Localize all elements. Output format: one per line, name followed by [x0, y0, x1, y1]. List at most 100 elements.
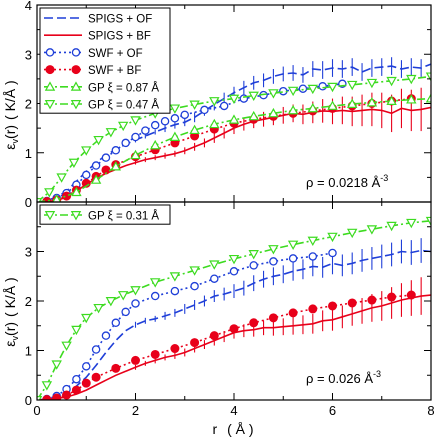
series-4 — [37, 216, 431, 400]
data-point — [425, 216, 431, 227]
data-point — [71, 325, 82, 336]
data-point — [346, 80, 358, 91]
data-point — [150, 349, 160, 359]
data-point — [160, 116, 170, 126]
data-point — [190, 338, 200, 348]
data-point — [130, 286, 141, 296]
data-point — [367, 295, 377, 305]
data-point — [90, 174, 102, 184]
data-point — [268, 89, 279, 99]
legend-marker — [71, 48, 81, 57]
data-point — [51, 360, 62, 370]
data-point — [93, 135, 104, 146]
x-axis-label: r( Å ) — [212, 421, 253, 437]
data-point — [210, 274, 219, 283]
data-point — [249, 261, 258, 270]
data-point — [170, 344, 180, 354]
data-point — [111, 318, 121, 328]
y-tick-label: 2 — [25, 97, 32, 112]
bottom-density-annotation: ρ = 0.026 Å-3 — [306, 369, 381, 386]
data-point — [308, 252, 318, 261]
data-point — [52, 194, 62, 202]
data-point — [189, 124, 200, 135]
data-point — [68, 158, 80, 169]
data-point — [287, 240, 299, 251]
data-point — [366, 97, 378, 107]
legend-label: SWF + BF — [88, 65, 141, 77]
legend-marker — [70, 81, 82, 91]
data-point — [141, 126, 150, 135]
data-point — [406, 218, 417, 229]
y-tick-label: 2 — [25, 294, 32, 309]
data-point — [406, 94, 417, 104]
data-point — [62, 191, 72, 201]
y-tick-label: 4 — [25, 0, 32, 13]
legend-label: SPIGS + BF — [88, 31, 151, 43]
svg-text:εv(r)( K/Å ): εv(r)( K/Å ) — [2, 277, 20, 346]
legend-item: SPIGS + BF — [44, 31, 151, 43]
data-point — [308, 304, 318, 314]
data-point — [91, 161, 101, 170]
data-point — [346, 98, 358, 108]
x-tick-label: 6 — [329, 403, 336, 418]
legend-label: SPIGS + OF — [88, 14, 152, 26]
data-point — [41, 381, 53, 391]
legend-item: GP ξ = 0.87 Å — [44, 81, 159, 94]
data-point — [406, 290, 416, 300]
legend-marker — [70, 211, 82, 221]
data-point — [37, 198, 43, 202]
data-point — [111, 146, 121, 155]
svg-text:r( Å ): r( Å ) — [212, 421, 253, 437]
data-point — [117, 291, 129, 301]
data-point — [170, 114, 180, 123]
legend-marker — [45, 48, 55, 57]
bottom-panel: 0 1 2 3 GP ξ = 0.31 Å — [25, 201, 432, 408]
data-point — [93, 303, 104, 314]
series-3 — [42, 290, 416, 400]
top-panel: 0 1 2 3 4 SPIGS + OF SPIGS + BF SWF + OF SWF + B… — [25, 0, 432, 210]
data-point — [248, 250, 259, 260]
data-point — [269, 257, 278, 266]
top-density-annotation: ρ = 0.0218 Å-3 — [306, 173, 388, 190]
data-point — [268, 313, 278, 323]
data-point — [149, 139, 161, 150]
data-point — [81, 313, 92, 324]
data-point — [268, 245, 279, 255]
bottom-y-axis-label: εv(r)( K/Å ) — [2, 277, 20, 346]
y-tick-label: 3 — [25, 47, 32, 62]
data-point — [81, 146, 92, 156]
data-point — [209, 331, 219, 341]
data-point — [366, 225, 378, 235]
data-point — [307, 236, 319, 247]
data-point — [298, 84, 308, 93]
data-point — [117, 121, 129, 132]
data-point — [288, 254, 298, 263]
data-point — [209, 118, 220, 129]
data-point — [229, 324, 239, 334]
legend-box — [39, 204, 171, 225]
data-point — [318, 82, 327, 91]
data-point — [130, 149, 141, 160]
data-point — [287, 104, 299, 115]
data-point — [131, 355, 140, 365]
series-5 — [37, 72, 431, 202]
y-tick-label: 0 — [25, 195, 32, 210]
data-point — [219, 101, 229, 111]
data-point — [180, 110, 189, 120]
data-point — [130, 116, 141, 126]
data-point — [249, 318, 259, 328]
legend-item: GP ξ = 0.47 Å — [44, 99, 159, 112]
data-point — [386, 221, 397, 232]
plot-area — [37, 216, 431, 400]
data-point — [52, 393, 62, 400]
data-point — [131, 132, 140, 142]
legend-label: GP ξ = 0.47 Å — [88, 99, 159, 112]
legend-marker — [70, 100, 82, 110]
data-point — [406, 74, 417, 85]
data-point — [307, 102, 319, 113]
shared-x-axis: 0 2 4 6 8 — [33, 403, 434, 418]
data-point — [169, 104, 181, 114]
data-point — [200, 105, 209, 115]
top-y-axis-label: εv(r)( K/Å ) — [2, 80, 20, 149]
legend-item: GP ξ = 0.31 Å — [44, 210, 159, 223]
